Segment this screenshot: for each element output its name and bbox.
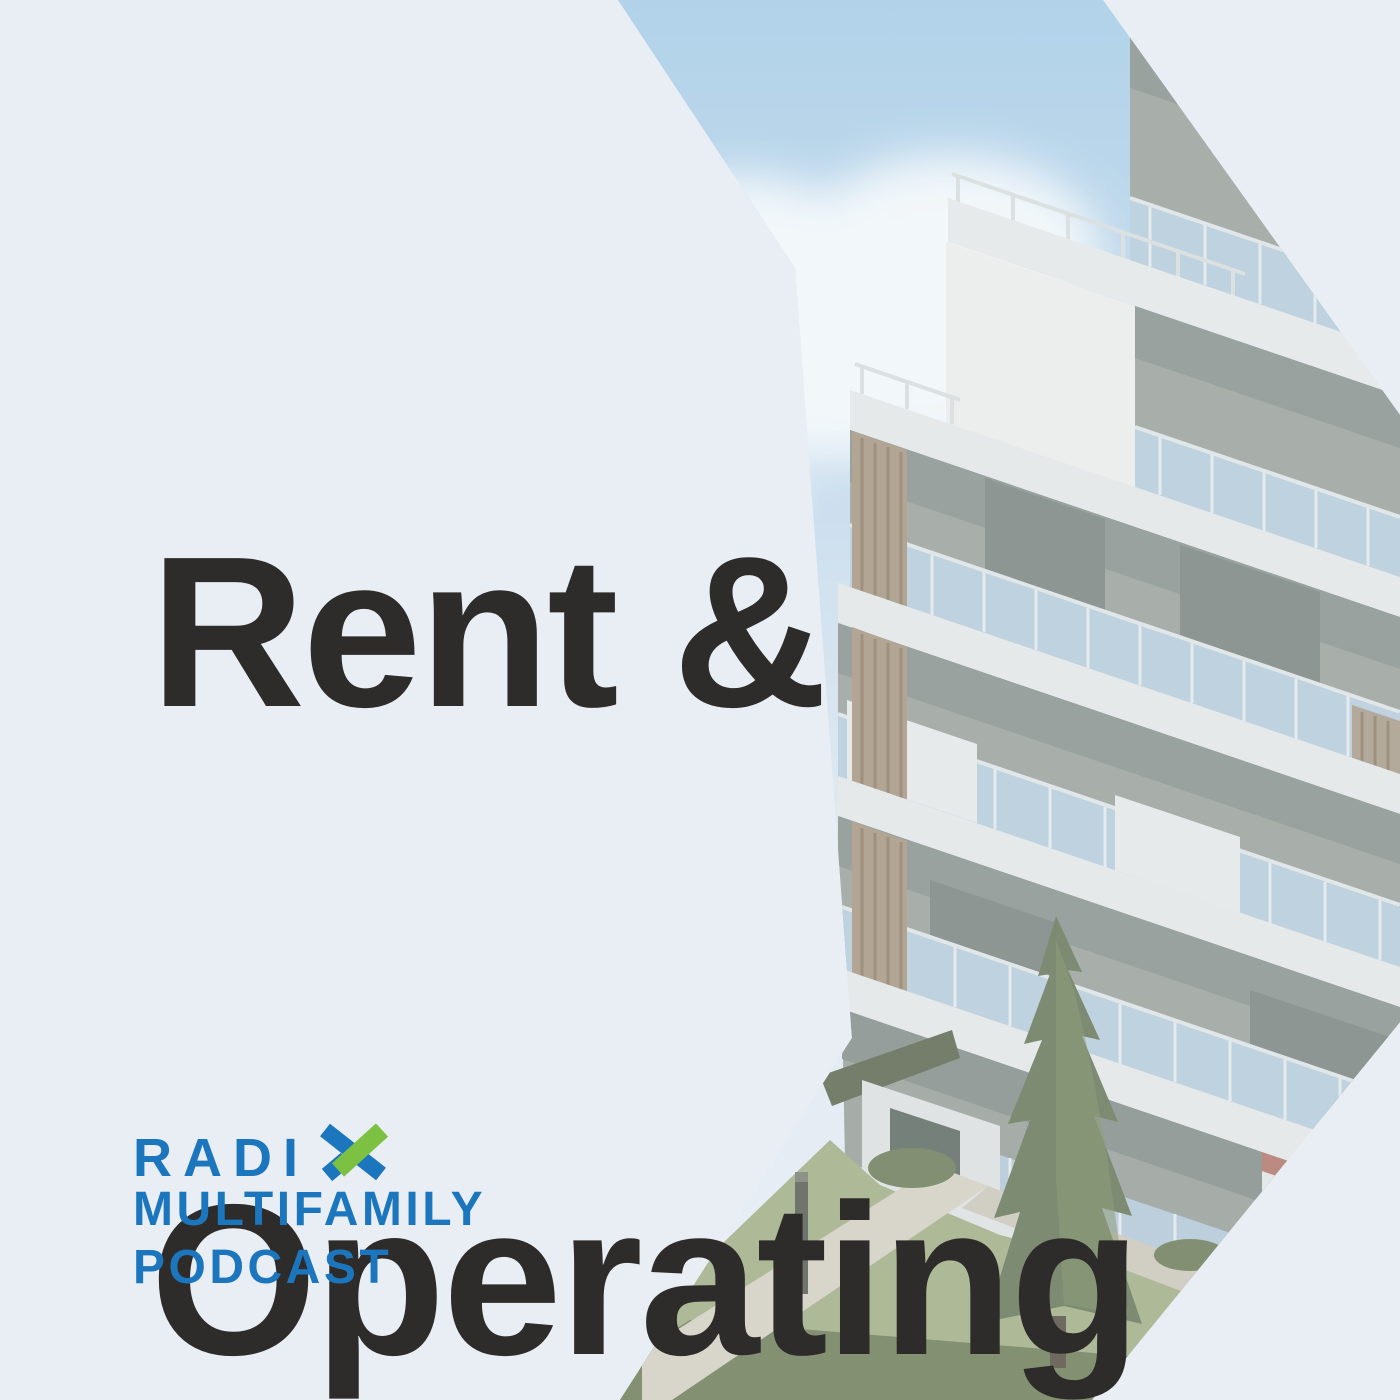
shrubs (868, 1148, 1226, 1271)
entrance-canopy (820, 1030, 960, 1106)
radix-logo-block: RADI MULTIFAMILY PODCAST (133, 1118, 483, 1292)
bollard (795, 1172, 808, 1294)
radix-logo: RADI (133, 1123, 389, 1184)
radix-x-glyph (320, 1123, 389, 1182)
title-line-1: Rent & (150, 511, 828, 752)
planter-box (1262, 1152, 1400, 1320)
balcony-slab (850, 390, 1400, 617)
pine-tree (986, 916, 1142, 1368)
roof-slab (948, 198, 1400, 396)
logo-multifamily: MULTIFAMILY (133, 1183, 487, 1236)
glass-railing (850, 527, 1400, 774)
title-line-2: Operating (150, 1159, 1141, 1400)
cover-title: Rent & Operating Trends Report (150, 92, 1141, 1400)
radix-wordmark-radi: RADI (133, 1128, 309, 1184)
wood-slat-column (852, 431, 907, 607)
logo-podcast: PODCAST (133, 1241, 393, 1294)
